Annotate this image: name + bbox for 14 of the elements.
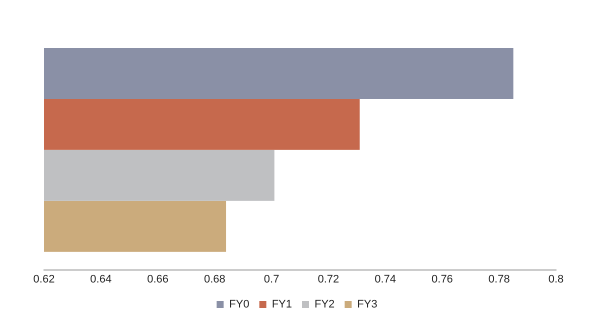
x-tick-label: 0.72 [318, 273, 340, 286]
legend-label: FY0 [229, 298, 250, 311]
legend-label: FY3 [357, 298, 378, 311]
x-tick-label: 0.74 [374, 273, 396, 286]
x-tick-label: 0.8 [548, 273, 564, 286]
legend-label: FY2 [314, 298, 335, 311]
x-tick-label: 0.76 [432, 273, 453, 286]
x-tick-label: 0.68 [204, 273, 226, 286]
x-tick-label: 0.78 [488, 273, 510, 286]
x-tick-label: 0.62 [33, 273, 55, 286]
legend-label: FY1 [272, 298, 292, 311]
x-tick-label: 0.64 [90, 273, 112, 286]
x-tick-label: 0.7 [264, 273, 280, 286]
x-tick-label: 0.66 [147, 273, 168, 286]
